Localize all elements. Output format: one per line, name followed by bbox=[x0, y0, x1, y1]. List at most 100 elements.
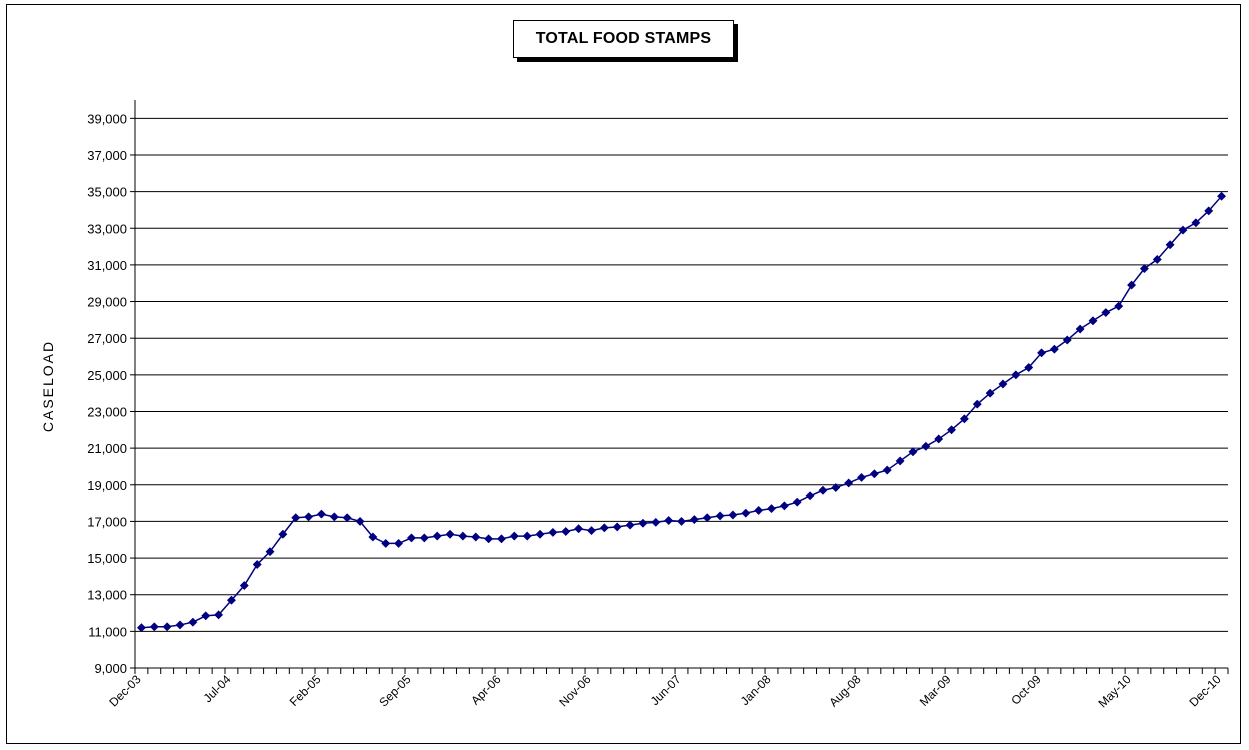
data-point-marker bbox=[625, 520, 635, 530]
x-tick-label: Oct-09 bbox=[1008, 672, 1044, 708]
data-point-marker bbox=[651, 517, 661, 527]
data-point-marker bbox=[921, 441, 931, 451]
data-point-marker bbox=[882, 465, 892, 475]
x-tick-label: Nov-06 bbox=[556, 672, 593, 709]
x-tick-label: Dec-03 bbox=[106, 672, 143, 709]
data-point-marker bbox=[728, 510, 738, 520]
data-point-marker bbox=[149, 622, 159, 632]
data-point-marker bbox=[162, 622, 172, 632]
y-tick-label: 29,000 bbox=[87, 295, 127, 310]
data-point-marker bbox=[214, 610, 224, 620]
y-tick-label: 39,000 bbox=[87, 111, 127, 126]
x-tick-label: Mar-09 bbox=[917, 672, 954, 709]
x-tick-label: Sep-05 bbox=[376, 672, 413, 709]
y-tick-label: 21,000 bbox=[87, 441, 127, 456]
x-tick-label: Jul-04 bbox=[201, 672, 234, 705]
data-point-marker bbox=[998, 379, 1008, 389]
data-point-marker bbox=[1011, 370, 1021, 380]
data-point-marker bbox=[831, 482, 841, 493]
data-point-marker bbox=[1036, 348, 1047, 358]
data-point-marker bbox=[689, 515, 699, 525]
data-point-marker bbox=[432, 531, 442, 541]
data-point-marker bbox=[676, 516, 687, 526]
y-tick-label: 27,000 bbox=[87, 331, 127, 346]
data-point-marker bbox=[1152, 254, 1162, 264]
data-point-marker bbox=[355, 516, 365, 526]
data-point-marker bbox=[702, 513, 712, 523]
chart-title: TOTAL FOOD STAMPS bbox=[535, 30, 712, 47]
data-point-marker bbox=[316, 509, 327, 519]
y-axis-ticks: 9,000 11,000 13,000 15,000 17,000 19,000 21,00… bbox=[87, 111, 135, 676]
data-point-marker bbox=[509, 531, 519, 541]
data-point-marker bbox=[959, 414, 969, 424]
data-point-marker bbox=[805, 491, 815, 501]
data-point-marker bbox=[934, 434, 944, 444]
data-point-marker bbox=[818, 485, 828, 495]
data-point-marker bbox=[574, 524, 584, 534]
data-point-marker bbox=[869, 469, 879, 479]
y-tick-label: 17,000 bbox=[87, 514, 127, 529]
x-tick-label: Feb-05 bbox=[287, 672, 324, 709]
data-point-marker bbox=[985, 388, 995, 398]
gridlines bbox=[135, 117, 1228, 632]
data-point-marker bbox=[522, 531, 532, 541]
data-point-marker bbox=[252, 559, 262, 570]
chart-title-box: TOTAL FOOD STAMPS bbox=[513, 20, 734, 58]
data-point-marker bbox=[844, 478, 854, 488]
data-point-marker bbox=[908, 447, 918, 457]
data-point-marker bbox=[1114, 301, 1124, 311]
y-tick-label: 9,000 bbox=[94, 661, 127, 676]
data-point-marker bbox=[1062, 335, 1072, 345]
y-tick-label: 37,000 bbox=[87, 148, 127, 163]
x-tick-label: Dec-10 bbox=[1186, 672, 1223, 709]
y-tick-label: 13,000 bbox=[87, 588, 127, 603]
data-point-marker bbox=[715, 511, 725, 521]
axes bbox=[134, 100, 1228, 669]
y-axis-title: CASELOAD bbox=[40, 340, 56, 432]
data-point-marker bbox=[1178, 225, 1188, 235]
y-tick-label: 23,000 bbox=[87, 404, 127, 419]
data-point-marker bbox=[188, 617, 198, 627]
data-point-marker bbox=[664, 515, 674, 526]
data-point-marker bbox=[1088, 316, 1098, 326]
data-point-marker bbox=[754, 505, 764, 515]
data-point-marker bbox=[496, 534, 507, 544]
data-point-marker bbox=[586, 526, 597, 536]
x-tick-label: Apr-06 bbox=[468, 672, 504, 708]
data-point-marker bbox=[419, 533, 429, 543]
x-tick-label: Jun-07 bbox=[648, 672, 684, 708]
data-point-marker bbox=[638, 518, 648, 528]
y-tick-label: 19,000 bbox=[87, 478, 127, 493]
data-point-marker bbox=[1049, 344, 1059, 354]
data-point-marker bbox=[304, 512, 314, 522]
data-point-marker bbox=[278, 529, 288, 539]
y-tick-label: 31,000 bbox=[87, 258, 127, 273]
data-point-marker bbox=[1191, 218, 1201, 228]
data-point-marker bbox=[342, 513, 352, 523]
data-point-marker bbox=[136, 623, 146, 633]
data-point-marker bbox=[741, 508, 751, 518]
x-tick-label: May-10 bbox=[1095, 672, 1133, 710]
data-point-marker bbox=[201, 611, 211, 621]
data-point-marker bbox=[406, 533, 417, 543]
data-point-marker bbox=[561, 526, 571, 537]
data-point-marker bbox=[175, 620, 185, 630]
data-point-marker bbox=[1139, 264, 1149, 274]
series-total-food-stamps bbox=[136, 191, 1227, 633]
data-point-marker bbox=[381, 538, 391, 548]
y-tick-label: 35,000 bbox=[87, 185, 127, 200]
data-point-marker bbox=[329, 512, 339, 522]
x-tick-label: Jan-08 bbox=[738, 672, 774, 708]
data-point-marker bbox=[291, 513, 301, 523]
data-point-marker bbox=[458, 531, 468, 541]
data-point-marker bbox=[946, 425, 957, 435]
x-tick-label: Aug-08 bbox=[826, 672, 863, 709]
y-tick-label: 15,000 bbox=[87, 551, 127, 566]
data-point-marker bbox=[856, 472, 867, 482]
y-tick-label: 25,000 bbox=[87, 368, 127, 383]
data-point-marker bbox=[548, 527, 558, 537]
data-point-marker bbox=[394, 538, 404, 548]
x-axis-ticks: Dec-03 Jul-04 Feb-05 Sep-05 Apr-06 Nov-06 Jun-… bbox=[106, 668, 1229, 710]
data-point-marker bbox=[895, 456, 905, 466]
data-point-marker bbox=[1101, 307, 1111, 318]
